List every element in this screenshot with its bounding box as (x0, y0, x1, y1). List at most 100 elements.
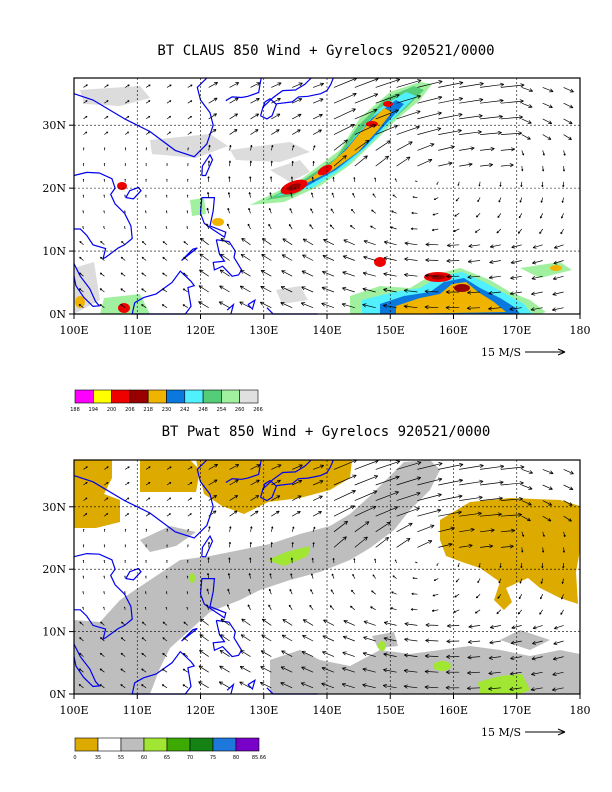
colorbar-label: 230 (162, 407, 172, 413)
wind-vector (499, 181, 502, 187)
wind-vector (552, 275, 564, 281)
wind-vector (410, 608, 418, 611)
wind-vector (561, 578, 564, 584)
wind-vector (166, 84, 172, 88)
wind-vector (145, 544, 147, 548)
wind-vector (404, 272, 418, 277)
wind-vector (500, 83, 525, 88)
wind-vector (166, 560, 168, 564)
wind-vector (208, 464, 218, 470)
wind-vector (396, 491, 421, 501)
wind-vector (229, 129, 238, 135)
wind-vector (166, 131, 171, 135)
wind-vector (208, 97, 218, 104)
colorbar-swatch (202, 389, 222, 404)
wind-vector (343, 619, 355, 626)
wind-vector (411, 211, 418, 215)
wind-vector (120, 256, 126, 261)
wind-vector (433, 197, 439, 200)
lon-tick-label: 120E (186, 324, 215, 337)
wind-vector (391, 591, 397, 595)
wind-vector (206, 588, 210, 595)
wind-vector (332, 176, 335, 182)
wind-vector (124, 591, 126, 595)
colorbar-swatch (235, 737, 260, 752)
wind-vector (322, 270, 335, 277)
wind-vector (291, 542, 294, 548)
wind-vector (480, 544, 494, 549)
wind-vector (477, 578, 481, 584)
wind-vector (206, 207, 210, 214)
wind-vector (370, 606, 376, 611)
wind-vector (404, 653, 418, 658)
lon-tick-label: 130E (249, 704, 278, 717)
wind-vector (312, 98, 324, 104)
wind-vector (459, 130, 482, 135)
lat-axis: 0N 10N 20N 30N (42, 119, 74, 321)
wind-vector (145, 163, 147, 167)
wind-vector (206, 192, 210, 198)
wind-vector (290, 192, 293, 198)
wind-vector (480, 130, 502, 135)
wind-vector (229, 464, 240, 470)
wind-vector (362, 651, 376, 657)
wind-vector (79, 652, 84, 657)
wind-vector (166, 163, 168, 167)
wind-vector (165, 591, 168, 595)
wind-vector (459, 543, 473, 548)
wind-vector (250, 495, 260, 501)
wind-vector (144, 606, 147, 610)
lon-tick-label: 180 (570, 704, 591, 717)
wind-vector (79, 637, 84, 642)
wind-vector (553, 244, 564, 249)
wind-vector (383, 621, 397, 626)
lat-lon-grid (74, 78, 580, 314)
wind-vector (417, 158, 433, 167)
wind-vector (375, 506, 399, 517)
lon-tick-label: 180 (570, 324, 591, 337)
wind-vector (521, 118, 532, 124)
wind-vector (166, 115, 172, 120)
wind-vector (239, 301, 251, 309)
map-title-claus: BT CLAUS 850 Wind + Gyrelocs 920521/0000 (157, 43, 494, 59)
wind-vector (162, 652, 168, 657)
wind-vector (187, 466, 193, 470)
wind-vector (271, 129, 280, 135)
wind-vector (330, 208, 335, 214)
wind-vector (162, 256, 168, 261)
wind-vector (198, 301, 209, 309)
wind-vector (459, 113, 483, 120)
colorbar-label: 260 (235, 407, 245, 413)
wind-vector (517, 228, 523, 234)
wind-vector (480, 162, 494, 168)
wind-vector (208, 113, 217, 120)
wind-vector (425, 638, 439, 643)
wind-vector (312, 480, 324, 486)
wind-vector (248, 588, 251, 595)
wind-vector (342, 635, 355, 642)
wind-vector (363, 620, 376, 626)
wind-vector (208, 82, 218, 88)
lon-tick-label: 120E (186, 704, 215, 717)
wind-vector (497, 213, 502, 219)
wind-vector (260, 666, 272, 673)
wind-vector (145, 131, 150, 135)
colorbar-label: 0 (73, 755, 76, 761)
wind-vector (459, 495, 483, 501)
lon-tick-label: 100E (59, 704, 88, 717)
lon-tick-label: 150E (376, 324, 405, 337)
colorbar-label: 85.66 (252, 755, 266, 761)
wind-vector (542, 547, 545, 553)
wind-vector (145, 481, 151, 486)
wind-vector (271, 82, 282, 88)
wind-vector (438, 463, 464, 470)
wind-vector (457, 562, 460, 568)
wind-vector (187, 147, 189, 151)
wind-vector (374, 558, 377, 564)
lat-tick-label: 30N (42, 501, 66, 514)
wind-vector (352, 192, 356, 198)
wind-vector (199, 649, 209, 657)
wind-vector (289, 588, 293, 595)
wind-vector (354, 521, 370, 533)
wind-vector (352, 573, 356, 579)
